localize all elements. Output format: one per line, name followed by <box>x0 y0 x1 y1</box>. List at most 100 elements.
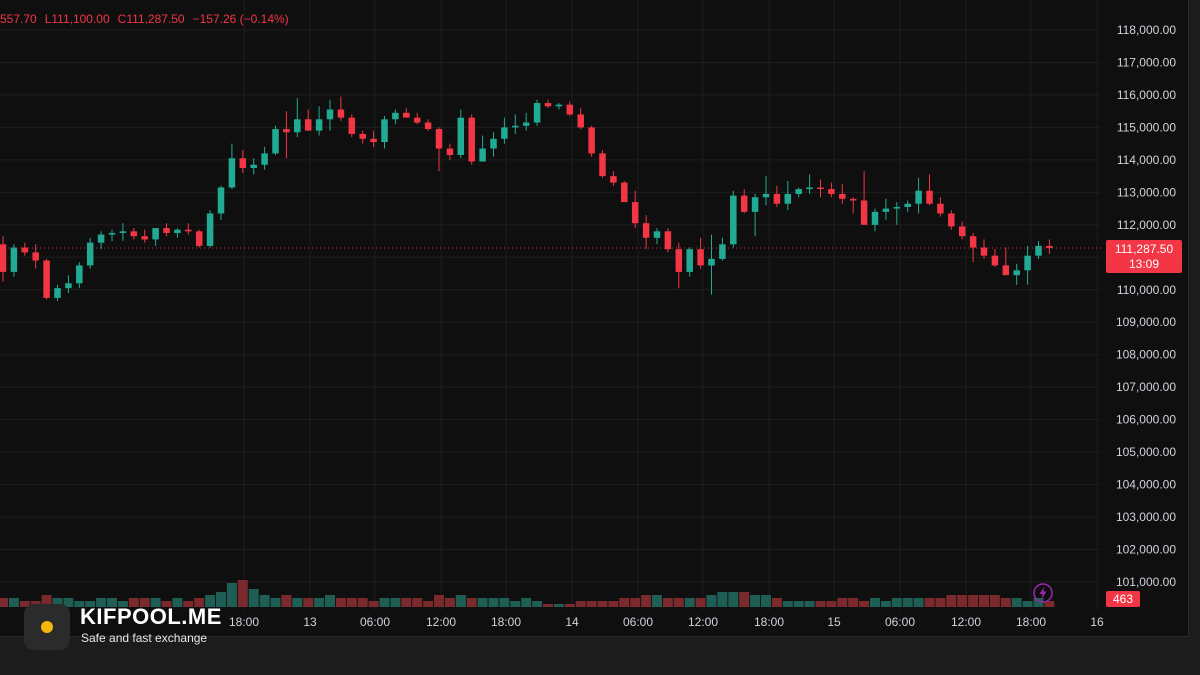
candle-body <box>446 148 454 156</box>
volume-bar <box>423 601 434 607</box>
candle-body <box>359 133 366 139</box>
candle-body <box>479 148 486 162</box>
price-axis-label: 110,000.00 <box>1117 283 1176 297</box>
candle-body <box>719 244 726 259</box>
price-axis-label: 113,000.00 <box>1117 185 1176 199</box>
volume-bar <box>63 598 74 607</box>
volume-bar <box>1033 598 1044 607</box>
volume-bar <box>532 601 543 607</box>
volume-bar <box>728 592 739 607</box>
time-axis-label: 12:00 <box>426 615 456 629</box>
volume-bar <box>226 583 237 607</box>
candle-body <box>163 228 170 233</box>
volume-bar <box>739 592 750 607</box>
bar-countdown: 13:09 <box>1128 257 1160 271</box>
candle-body <box>10 247 18 272</box>
volume-bar <box>194 598 205 607</box>
volume-bar <box>586 601 597 607</box>
volume-bar <box>1022 601 1033 607</box>
candle-body <box>348 117 356 134</box>
volume-bar <box>848 598 859 607</box>
candle-body <box>337 109 345 118</box>
lightning-icon[interactable] <box>1033 583 1053 603</box>
candle-body <box>1013 270 1020 276</box>
candle-body <box>958 226 966 237</box>
volume-bar <box>695 598 706 607</box>
candle-body <box>610 176 617 183</box>
candle-body <box>32 252 39 261</box>
volume-bar <box>477 598 488 607</box>
volume-bar <box>652 595 662 607</box>
candle-body <box>76 265 83 284</box>
price-axis-label: 103,000.00 <box>1116 510 1176 524</box>
candle-body <box>969 236 977 248</box>
volume-bar <box>52 598 63 607</box>
candle-body <box>893 206 901 209</box>
legend-high: 557.70 <box>0 12 37 26</box>
candle-body <box>708 258 715 266</box>
volume-bar <box>641 595 652 607</box>
time-axis-label: 12:00 <box>688 615 718 629</box>
volume-bar <box>859 601 870 607</box>
candle-body <box>206 213 214 246</box>
volume-bar <box>434 595 444 607</box>
volume-bar <box>303 598 314 607</box>
volume-bar <box>597 601 608 607</box>
price-axis-label: 108,000.00 <box>1116 348 1176 362</box>
candle-body <box>272 129 279 154</box>
candle-body <box>686 249 693 272</box>
time-axis-label: 06:00 <box>885 615 915 629</box>
time-axis-label: 18:00 <box>491 615 521 629</box>
volume-bar <box>771 598 782 607</box>
candle-body <box>795 189 802 194</box>
candle-body <box>577 114 584 128</box>
candle-body <box>740 195 748 212</box>
volume-bar <box>107 598 117 607</box>
candle-body <box>653 231 661 238</box>
time-axis-label: 18:00 <box>754 615 784 629</box>
time-axis-label: 18:00 <box>1016 615 1046 629</box>
candle-body <box>195 231 203 246</box>
volume-bar <box>161 601 172 607</box>
volume-bar <box>575 601 586 607</box>
candle-body <box>937 203 944 214</box>
volume-bar <box>325 595 335 607</box>
volume-bar <box>924 598 935 607</box>
candle-body <box>762 193 770 198</box>
volume-bar <box>880 601 891 607</box>
candle-body <box>980 247 988 256</box>
volume-bar <box>205 595 216 607</box>
volume-bar <box>989 595 1000 607</box>
candle-body <box>228 158 236 188</box>
volume-bar <box>968 595 979 607</box>
candle-body <box>501 127 508 139</box>
candle-body <box>675 249 683 272</box>
volume-bar <box>248 589 259 607</box>
candle-body <box>544 103 552 107</box>
volume-bar <box>128 598 139 607</box>
candle-body <box>141 236 148 240</box>
candle-body <box>751 197 759 212</box>
volume-bar <box>804 601 815 607</box>
candle-body <box>1002 265 1010 276</box>
legend-low: L111,100.00 <box>44 12 110 26</box>
candle-body <box>631 202 639 224</box>
volume-bar <box>314 598 325 607</box>
candle-body <box>217 187 225 214</box>
volume-badge: 463 <box>1106 591 1140 607</box>
candle-body <box>991 255 999 266</box>
volume-bar <box>444 598 455 607</box>
price-chart-canvas[interactable]: 118,000.00 117,000.00 116,000.00 115,000.00… <box>0 0 1188 636</box>
candle-body <box>512 125 519 128</box>
volume-bar <box>117 601 128 607</box>
chart-area[interactable]: 118,000.00 117,000.00 116,000.00 115,000.00… <box>0 0 1189 637</box>
volume-bar <box>750 595 761 607</box>
volume-bar <box>608 601 619 607</box>
candle-body <box>555 104 563 107</box>
time-axis-label: 18:00 <box>229 615 259 629</box>
candle-body <box>403 112 410 118</box>
volume-bar <box>390 598 401 607</box>
brand-name: KIFPOOL.ME <box>80 604 222 629</box>
volume-bar <box>782 601 793 607</box>
candle-body <box>926 190 933 204</box>
